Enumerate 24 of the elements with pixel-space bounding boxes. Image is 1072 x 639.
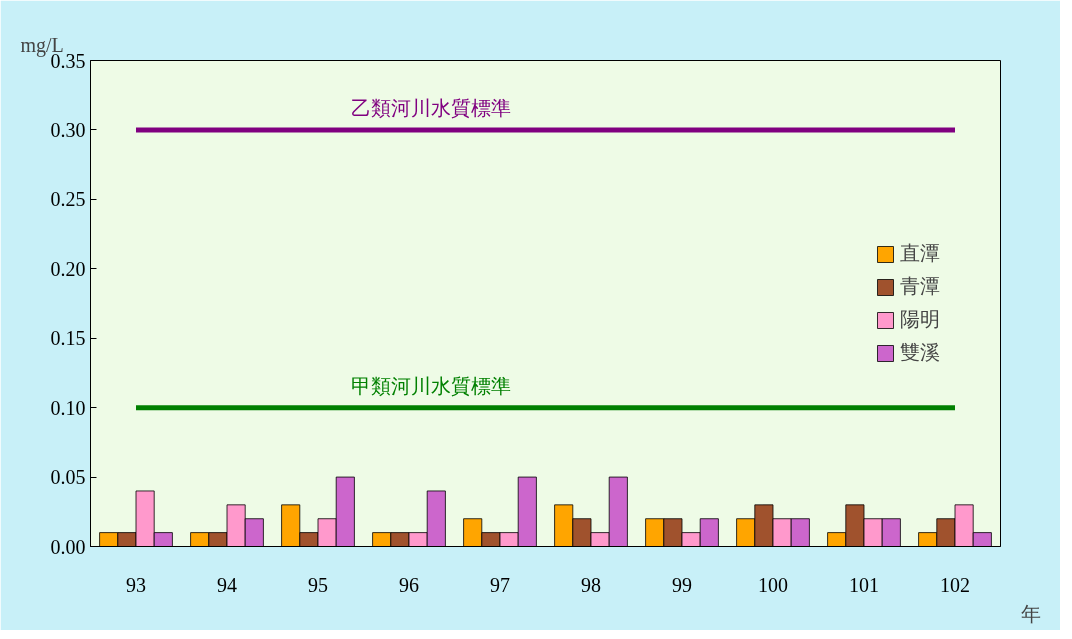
y-tick-label: 0.30: [50, 118, 86, 141]
x-tick-label: 100: [758, 573, 788, 596]
ref-line-label: 甲類河川水質標準: [350, 373, 511, 398]
x-tick-label: 98: [581, 573, 601, 596]
legend-label: 陽明: [900, 306, 940, 333]
x-tick-label: 93: [126, 573, 146, 596]
x-tick-label: 96: [399, 573, 419, 596]
y-tick-label: 0.10: [50, 396, 86, 419]
legend-label: 青潭: [900, 273, 940, 300]
x-tick-label: 97: [490, 573, 510, 596]
y-tick-label: 0.15: [50, 327, 86, 350]
y-tick-label: 0.05: [50, 466, 86, 489]
ref-line-label: 乙類河川水質標準: [350, 95, 511, 120]
legend-label: 直潭: [900, 240, 940, 267]
y-tick-label: 0.00: [50, 535, 86, 558]
x-tick-label: 99: [672, 573, 692, 596]
x-tick-label: 94: [217, 573, 237, 596]
y-tick-label: 0.25: [50, 188, 86, 211]
x-tick-label: 101: [849, 573, 879, 596]
x-tick-label: 95: [308, 573, 328, 596]
legend-label: 雙溪: [900, 339, 940, 366]
x-tick-label: 102: [940, 573, 970, 596]
y-tick-label: 0.20: [50, 257, 86, 280]
x-axis-title: 年: [1020, 601, 1041, 626]
